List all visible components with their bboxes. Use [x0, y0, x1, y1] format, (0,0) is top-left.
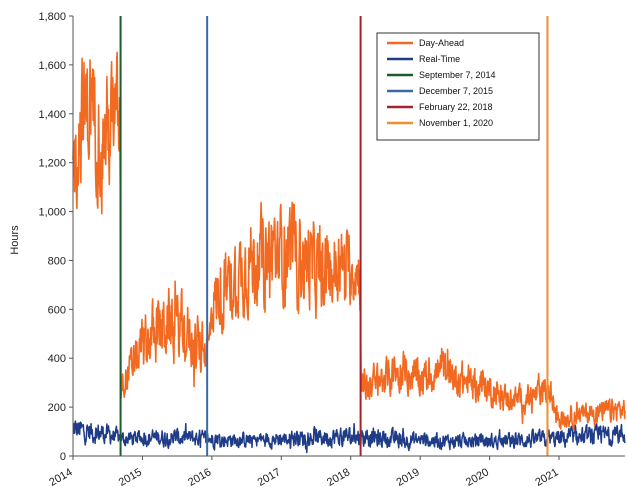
x-tick-label: 2014: [47, 466, 74, 487]
y-tick-label: 800: [48, 255, 66, 267]
x-tick-label: 2021: [533, 466, 560, 487]
series-line-real-time: [72, 420, 626, 454]
plot-area: [72, 16, 626, 456]
y-tick-label: 1,400: [38, 109, 66, 121]
y-tick-label: 1,200: [38, 158, 66, 170]
legend-label: Real-Time: [419, 54, 460, 64]
series-line-day-ahead: [72, 51, 626, 431]
x-tick-label: 2017: [256, 466, 283, 487]
x-tick-label: 2018: [325, 466, 352, 487]
y-tick-label: 600: [48, 304, 66, 316]
y-tick-label: 1,600: [38, 60, 66, 72]
y-tick-label: 200: [48, 402, 66, 414]
x-tick-label: 2019: [394, 466, 421, 487]
legend-label: November 1, 2020: [419, 118, 493, 128]
x-axis: 2014 2015 2016 2017 2018 2019 2020 2021: [47, 455, 625, 487]
legend-label: December 7, 2015: [419, 86, 493, 96]
legend: Day-Ahead Real-Time September 7, 2014 Decem…: [376, 32, 540, 141]
legend-label: September 7, 2014: [419, 70, 496, 80]
x-tick-label: 2020: [464, 466, 491, 487]
y-tick-label: 1,800: [38, 11, 66, 23]
legend-label: February 22, 2018: [419, 102, 493, 112]
y-tick-label: 1,000: [38, 207, 66, 219]
y-axis-title: Hours: [9, 225, 21, 255]
legend-label: Day-Ahead: [419, 38, 464, 48]
y-tick-label: 400: [48, 353, 66, 365]
y-axis: 0 200 400 600 800 1,000 1,200 1,400 1,600 1,800: [38, 11, 74, 463]
y-tick-label: 0: [60, 451, 66, 463]
x-tick-label: 2015: [117, 466, 144, 487]
x-tick-label: 2016: [186, 466, 213, 487]
